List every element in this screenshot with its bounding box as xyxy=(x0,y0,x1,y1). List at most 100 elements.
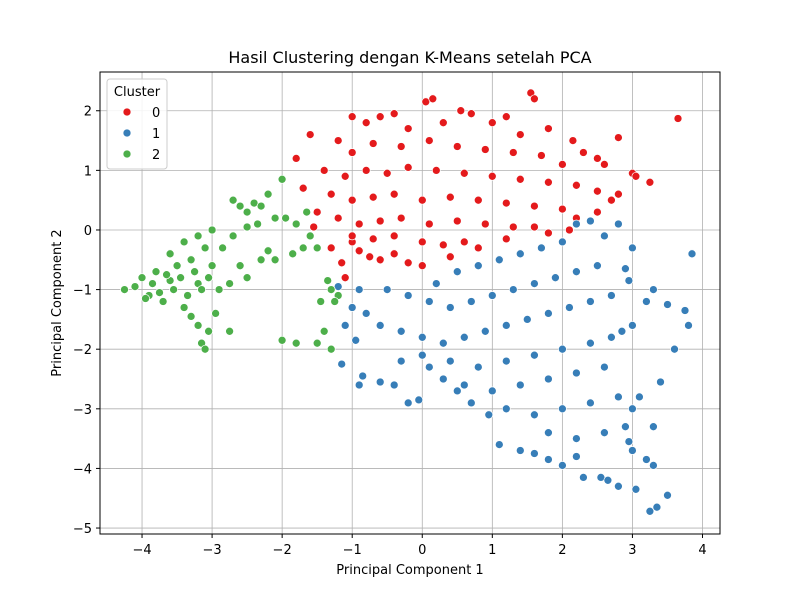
cluster-0-point xyxy=(614,189,623,199)
cluster-1-point xyxy=(438,338,448,348)
cluster-0-point xyxy=(530,222,539,232)
cluster-1-point xyxy=(417,350,427,360)
cluster-2-point xyxy=(186,312,196,321)
cluster-1-point xyxy=(530,350,539,360)
cluster-0-point xyxy=(530,94,539,104)
legend-entries: 0 1 2 xyxy=(122,106,160,163)
cluster-1-point xyxy=(614,392,623,402)
cluster-2-point xyxy=(291,219,301,229)
cluster-2-point xyxy=(326,285,336,294)
legend-label-0: 0 xyxy=(152,106,160,121)
cluster-2-point xyxy=(256,255,266,265)
cluster-1-point xyxy=(628,321,637,330)
cluster-1-point xyxy=(445,356,455,366)
cluster-2-point xyxy=(211,309,220,318)
cluster-2-point xyxy=(228,195,238,205)
legend: Cluster 0 1 2 xyxy=(106,78,168,170)
cluster-2-point xyxy=(207,261,217,271)
cluster-1-point xyxy=(382,285,392,294)
y-tick-label: −5 xyxy=(73,522,92,537)
cluster-0-point xyxy=(403,163,413,172)
x-tick-label: 1 xyxy=(488,543,496,558)
cluster-2-point xyxy=(120,285,129,294)
cluster-0-point xyxy=(319,166,329,175)
cluster-2-point xyxy=(158,297,168,306)
chart-title: Hasil Clustering dengan K-Means setelah … xyxy=(228,48,591,67)
cluster-0-point xyxy=(337,258,347,268)
data-points xyxy=(120,88,697,516)
cluster-1-point xyxy=(544,455,553,464)
cluster-1-point xyxy=(572,267,581,277)
cluster-1-point xyxy=(466,297,476,306)
cluster-2-point xyxy=(151,267,161,277)
cluster-1-point xyxy=(544,374,553,384)
cluster-1-point xyxy=(652,502,662,512)
cluster-1-point xyxy=(544,309,553,318)
cluster-1-point xyxy=(649,461,658,470)
cluster-2-point xyxy=(214,285,224,294)
cluster-0-point xyxy=(340,171,350,181)
cluster-0-point xyxy=(487,118,497,128)
cluster-1-point xyxy=(544,428,553,438)
cluster-1-point xyxy=(438,374,448,384)
cluster-2-point xyxy=(204,273,213,283)
cluster-2-point xyxy=(235,201,245,211)
cluster-0-point xyxy=(417,195,427,205)
cluster-2-point xyxy=(323,276,333,285)
cluster-2-point xyxy=(291,338,301,348)
cluster-1-point xyxy=(558,344,567,354)
cluster-0-point xyxy=(417,237,427,247)
cluster-1-point xyxy=(558,461,567,470)
cluster-1-point xyxy=(424,362,434,372)
cluster-2-point xyxy=(148,279,157,288)
cluster-1-point xyxy=(459,380,469,390)
cluster-2-point xyxy=(277,174,287,184)
cluster-1-point xyxy=(607,332,616,342)
cluster-0-point xyxy=(544,228,553,238)
cluster-0-point xyxy=(333,213,343,223)
cluster-0-point xyxy=(403,258,413,268)
cluster-0-point xyxy=(438,118,448,128)
cluster-2-point xyxy=(197,285,206,294)
cluster-2-point xyxy=(193,321,203,330)
cluster-2-point xyxy=(281,213,290,223)
cluster-1-point xyxy=(337,359,347,369)
cluster-2-point xyxy=(326,344,336,354)
cluster-2-point xyxy=(183,291,192,300)
cluster-1-point xyxy=(600,428,609,438)
cluster-0-point xyxy=(459,168,469,178)
cluster-1-point xyxy=(417,332,427,342)
cluster-2-point xyxy=(288,249,298,259)
cluster-1-point xyxy=(600,362,609,372)
cluster-0-point xyxy=(389,231,399,241)
grid-lines xyxy=(100,72,720,534)
cluster-1-point xyxy=(431,279,441,288)
cluster-2-point xyxy=(172,261,182,271)
series-0 xyxy=(291,88,683,283)
cluster-1-point xyxy=(466,398,476,408)
cluster-1-point xyxy=(572,452,581,461)
cluster-0-point xyxy=(593,186,602,196)
cluster-1-point xyxy=(414,395,424,405)
cluster-1-point xyxy=(607,291,616,300)
x-tick-label: −1 xyxy=(343,543,362,558)
cluster-1-point xyxy=(621,422,630,432)
cluster-0-point xyxy=(473,195,483,205)
cluster-2-point xyxy=(200,243,210,253)
cluster-0-point xyxy=(593,207,602,217)
cluster-2-point xyxy=(270,213,280,223)
cluster-1-point xyxy=(628,243,637,253)
legend-label-2: 2 xyxy=(152,148,160,163)
y-axis-label: Principal Component 2 xyxy=(50,229,65,376)
cluster-2-point xyxy=(312,338,322,348)
cluster-0-point xyxy=(568,136,578,145)
cluster-0-point xyxy=(537,151,546,160)
cluster-1-point xyxy=(375,321,385,330)
cluster-0-point xyxy=(326,243,336,253)
cluster-0-point xyxy=(368,234,378,244)
legend-marker-1 xyxy=(122,128,132,138)
cluster-1-point xyxy=(603,475,613,485)
cluster-1-point xyxy=(403,291,413,300)
cluster-1-point xyxy=(452,267,462,277)
